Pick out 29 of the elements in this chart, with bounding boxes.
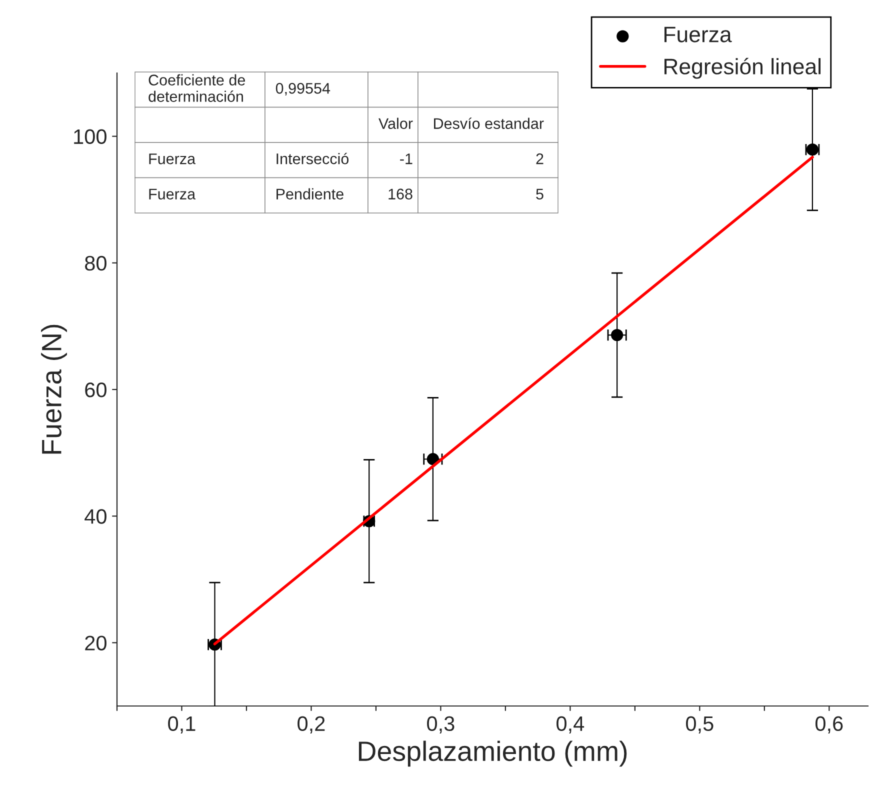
annotation: Pendiente — [276, 188, 344, 200]
y-tick-label: 40 — [84, 509, 106, 524]
y-tick-label: 80 — [85, 256, 106, 271]
x-tick-label: 0,6 — [815, 716, 843, 734]
annotation: 5 — [536, 188, 544, 200]
annotation: Intersecció — [276, 152, 349, 164]
x-axis-title: Desplazamiento (mm) — [358, 740, 627, 767]
y-axis-title: Fuerza (N) — [41, 324, 67, 454]
y-tick-label: 60 — [85, 382, 106, 398]
x-tick-label: 0,4 — [556, 716, 584, 734]
x-tick-label: 0,5 — [686, 716, 714, 734]
y-tick-label: 100 — [74, 129, 106, 144]
annotation: Desvío estandar — [434, 118, 544, 129]
legend-label: Fuerza — [664, 26, 732, 42]
annotation: Fuerza — [149, 154, 196, 164]
x-tick-label: 0,1 — [168, 716, 196, 734]
annotation: Valor — [378, 118, 413, 129]
annotation: -1 — [400, 154, 412, 164]
annotation: 0,99554 — [276, 82, 330, 96]
point — [610, 328, 624, 342]
x-tick-label: 0,2 — [298, 716, 325, 734]
annotation: 2 — [536, 153, 544, 164]
legend-label: Regresión lineal — [664, 58, 821, 79]
annotation: Fuerza — [149, 188, 196, 200]
y-tick-label: 20 — [85, 636, 106, 650]
point — [426, 453, 440, 466]
annotation: 168 — [388, 188, 412, 200]
annotation: Coeficiente de determinación — [148, 74, 245, 102]
x-tick-label: 0,3 — [427, 716, 454, 734]
